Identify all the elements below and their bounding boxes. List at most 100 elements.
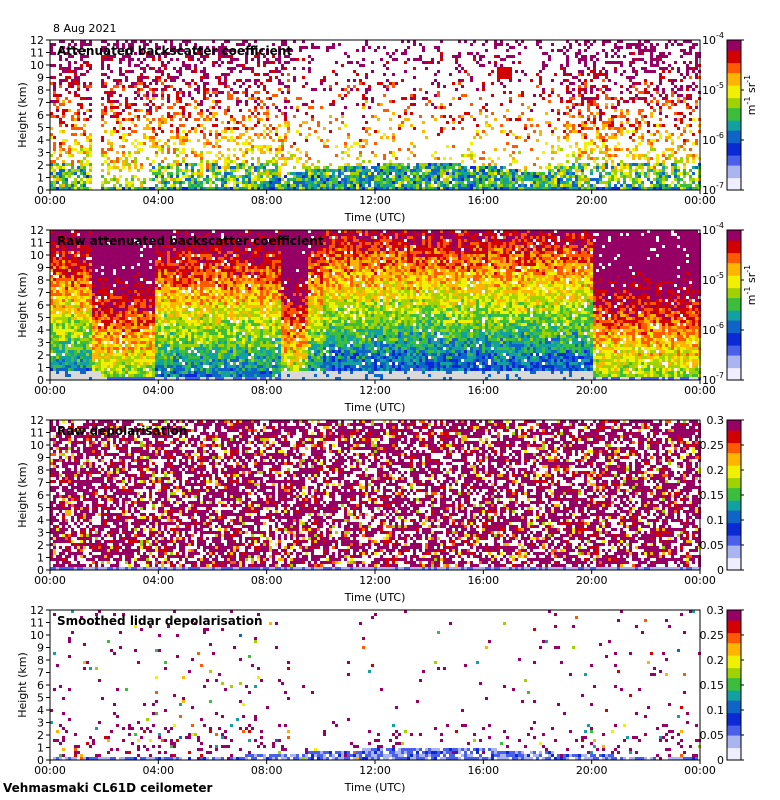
heatmap-cell bbox=[677, 100, 680, 103]
heatmap-cell bbox=[512, 151, 515, 154]
heatmap-cell bbox=[281, 40, 284, 43]
heatmap-cell bbox=[512, 55, 515, 58]
colorbar-segment bbox=[727, 92, 741, 96]
heatmap-cell bbox=[638, 178, 641, 181]
heatmap-cell bbox=[191, 187, 194, 190]
heatmap-cell bbox=[92, 308, 95, 311]
heatmap-cell bbox=[650, 184, 653, 187]
heatmap-cell bbox=[50, 100, 53, 103]
heatmap-cell bbox=[407, 40, 410, 43]
heatmap-cell bbox=[50, 290, 53, 293]
heatmap-cell bbox=[95, 326, 98, 329]
heatmap-cell bbox=[80, 332, 83, 335]
heatmap-cell bbox=[80, 362, 83, 365]
colorbar-tick-label: 10-5 bbox=[702, 81, 724, 97]
heatmap-cell bbox=[269, 184, 272, 187]
heatmap-cell bbox=[452, 145, 455, 148]
heatmap-cell bbox=[50, 239, 53, 242]
heatmap-cell bbox=[65, 184, 68, 187]
heatmap-cell bbox=[83, 172, 86, 175]
heatmap-cell bbox=[104, 112, 107, 115]
heatmap-cell bbox=[77, 260, 80, 263]
heatmap-cell bbox=[281, 67, 284, 70]
heatmap-cell bbox=[425, 67, 428, 70]
heatmap-cell bbox=[113, 106, 116, 109]
heatmap-cell bbox=[293, 178, 296, 181]
heatmap-cell bbox=[335, 154, 338, 157]
heatmap-cell bbox=[101, 359, 104, 362]
heatmap-cell bbox=[455, 61, 458, 64]
heatmap-cell bbox=[515, 181, 518, 184]
heatmap-cell bbox=[80, 160, 83, 163]
heatmap-cell bbox=[266, 49, 269, 52]
heatmap-cell bbox=[101, 290, 104, 293]
heatmap-cell bbox=[635, 187, 638, 190]
heatmap-cell bbox=[521, 103, 524, 106]
heatmap-cell bbox=[170, 187, 173, 190]
colorbar-segment bbox=[727, 67, 741, 71]
heatmap-cell bbox=[110, 91, 113, 94]
heatmap-cell bbox=[665, 67, 668, 70]
heatmap-cell bbox=[50, 49, 53, 52]
heatmap-cell bbox=[65, 332, 68, 335]
heatmap-cell bbox=[347, 163, 350, 166]
heatmap-cell bbox=[251, 70, 254, 73]
heatmap-cell bbox=[68, 61, 71, 64]
heatmap-cell bbox=[674, 175, 677, 178]
heatmap-cell bbox=[494, 169, 497, 172]
heatmap-cell bbox=[383, 187, 386, 190]
heatmap-cell bbox=[368, 88, 371, 91]
heatmap-cell bbox=[512, 184, 515, 187]
heatmap-cell bbox=[245, 58, 248, 61]
heatmap-cell bbox=[116, 100, 119, 103]
heatmap-cell bbox=[116, 121, 119, 124]
heatmap-cell bbox=[281, 148, 284, 151]
heatmap-cell bbox=[104, 106, 107, 109]
heatmap-cell bbox=[428, 175, 431, 178]
heatmap-cell bbox=[461, 169, 464, 172]
heatmap-cell bbox=[599, 178, 602, 181]
heatmap-cell bbox=[86, 263, 89, 266]
heatmap-cell bbox=[89, 248, 92, 251]
heatmap-cell bbox=[98, 293, 101, 296]
heatmap-cell bbox=[227, 97, 230, 100]
heatmap-cell bbox=[320, 184, 323, 187]
heatmap-cell bbox=[305, 181, 308, 184]
heatmap-cell bbox=[674, 166, 677, 169]
heatmap-cell bbox=[521, 172, 524, 175]
heatmap-cell bbox=[410, 184, 413, 187]
heatmap-cell bbox=[482, 163, 485, 166]
heatmap-cell bbox=[530, 118, 533, 121]
heatmap-cell bbox=[278, 79, 281, 82]
heatmap-cell bbox=[158, 169, 161, 172]
heatmap-cell bbox=[671, 163, 674, 166]
heatmap-cell bbox=[194, 52, 197, 55]
heatmap-cell bbox=[593, 85, 596, 88]
heatmap-cell bbox=[191, 151, 194, 154]
heatmap-cell bbox=[605, 61, 608, 64]
heatmap-cell bbox=[665, 136, 668, 139]
heatmap-cell bbox=[227, 157, 230, 160]
heatmap-cell bbox=[62, 338, 65, 341]
heatmap-cell bbox=[371, 97, 374, 100]
heatmap-cell bbox=[413, 76, 416, 79]
heatmap-cell bbox=[86, 323, 89, 326]
heatmap-cell bbox=[509, 91, 512, 94]
heatmap-cell bbox=[500, 184, 503, 187]
heatmap-cell bbox=[623, 55, 626, 58]
heatmap-cell bbox=[65, 311, 68, 314]
heatmap-cell bbox=[617, 55, 620, 58]
heatmap-cell bbox=[530, 181, 533, 184]
heatmap-cell bbox=[404, 172, 407, 175]
heatmap-cell bbox=[575, 169, 578, 172]
heatmap-cell bbox=[497, 70, 500, 73]
heatmap-cell bbox=[113, 85, 116, 88]
heatmap-cell bbox=[245, 79, 248, 82]
heatmap-cell bbox=[167, 166, 170, 169]
heatmap-cell bbox=[125, 70, 128, 73]
heatmap-cell bbox=[632, 67, 635, 70]
heatmap-cell bbox=[71, 332, 74, 335]
heatmap-cell bbox=[584, 85, 587, 88]
heatmap-cell bbox=[347, 154, 350, 157]
heatmap-cell bbox=[71, 70, 74, 73]
